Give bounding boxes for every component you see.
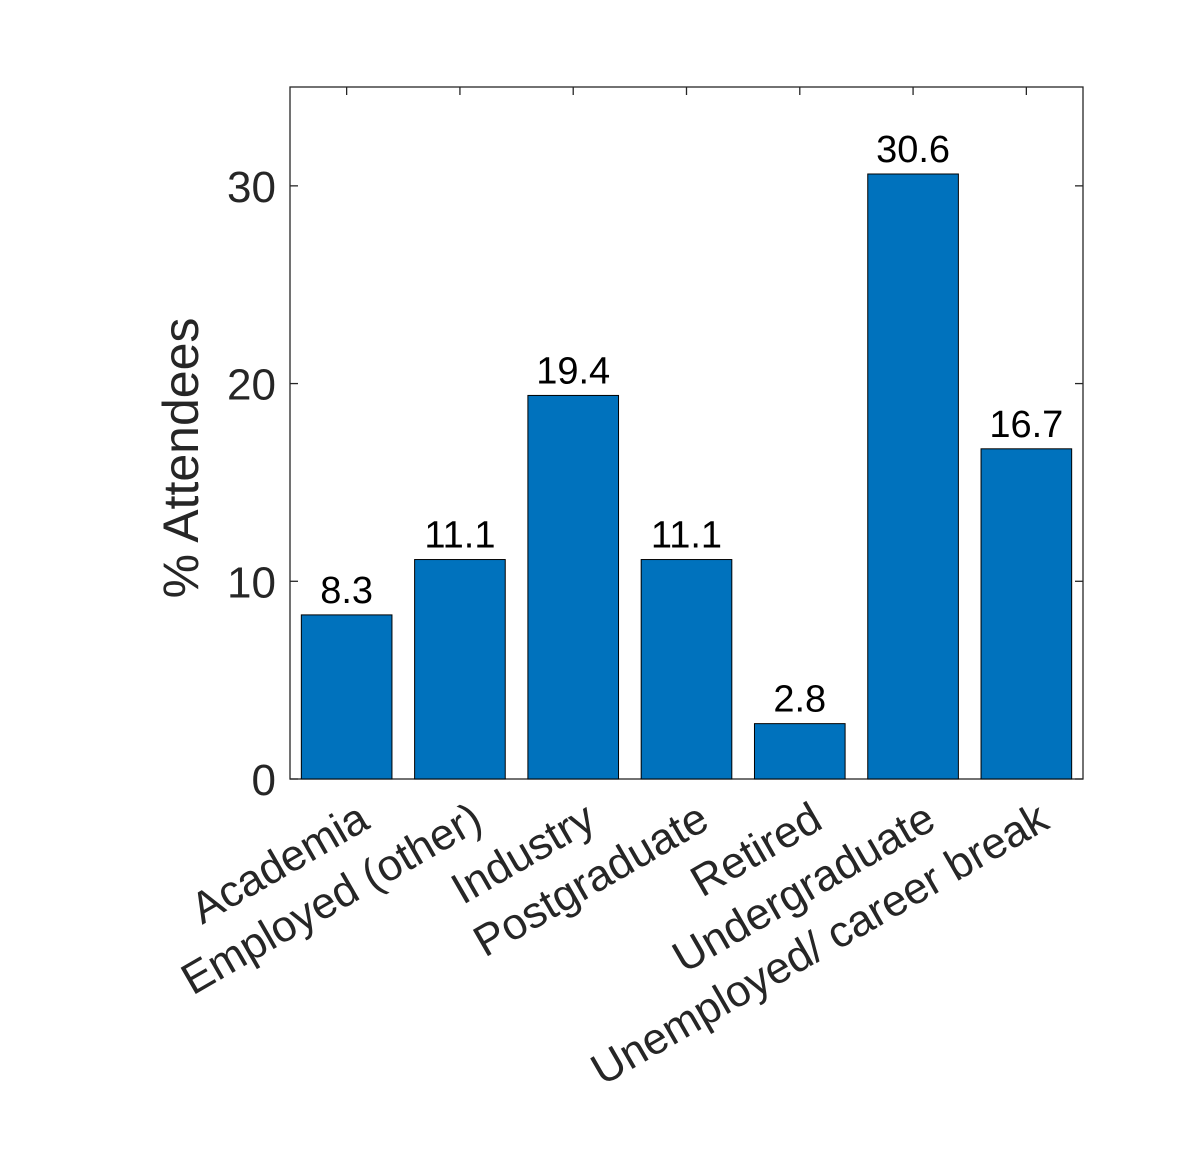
data-label-4: 11.1 [651,515,722,557]
data-label-5: 2.8 [773,679,826,721]
y-tick-label-2: 20 [227,361,276,410]
y-ticks-group: 0 10 20 30 [227,163,1083,805]
y-tick-label-0: 0 [252,756,276,805]
bar-1 [300,614,393,780]
y-tick-label-3: 30 [227,163,276,212]
bar-7 [980,448,1073,780]
data-label-2: 11.1 [424,515,495,557]
bar-3 [527,394,620,780]
y-axis-label: % Attendees [153,318,209,599]
bars-group [300,173,1073,780]
bar-4 [640,559,733,780]
data-labels-group: 8.3 11.1 19.4 11.1 2.8 30.6 16.7 [320,129,1063,721]
bar-2 [414,559,506,780]
bar-6 [867,173,959,780]
data-label-7: 16.7 [989,404,1063,446]
data-label-6: 30.6 [876,129,950,171]
y-tick-label-1: 10 [227,558,276,607]
data-label-1: 8.3 [320,570,373,612]
bar-5 [753,723,846,780]
data-label-3: 19.4 [536,350,610,392]
